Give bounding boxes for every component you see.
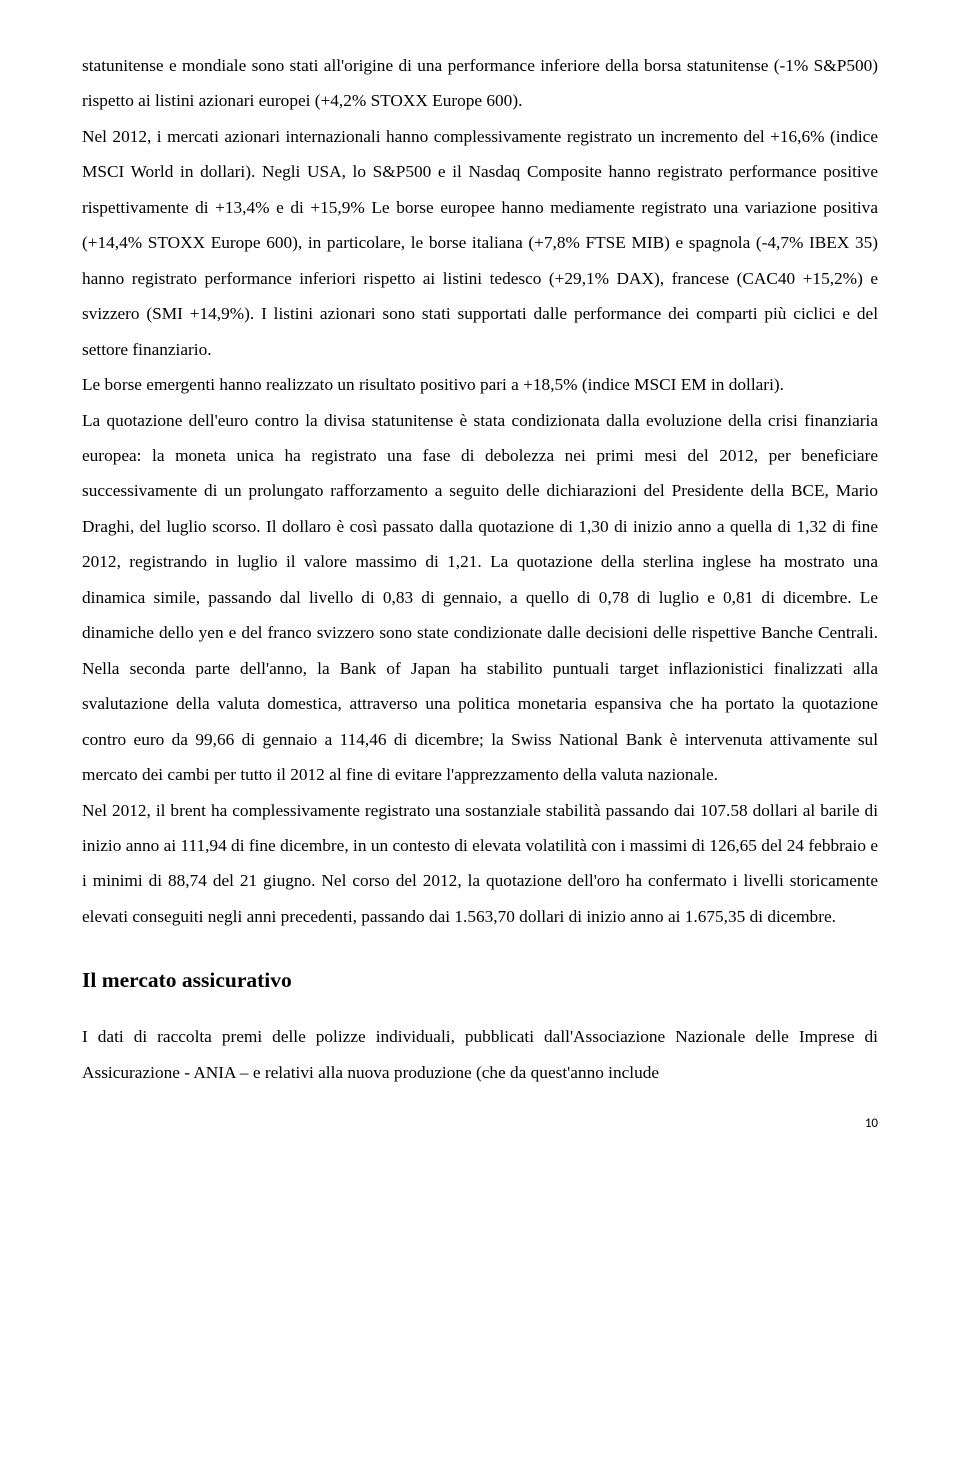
page-number: 10 (82, 1116, 878, 1131)
section-heading: Il mercato assicurativo (82, 968, 878, 993)
body-paragraph: statunitense e mondiale sono stati all'o… (82, 48, 878, 119)
body-paragraph: Nel 2012, i mercati azionari internazion… (82, 119, 878, 367)
body-paragraph: I dati di raccolta premi delle polizze i… (82, 1019, 878, 1090)
body-paragraph: Nel 2012, il brent ha complessivamente r… (82, 793, 878, 935)
body-paragraph: La quotazione dell'euro contro la divisa… (82, 403, 878, 793)
body-paragraph: Le borse emergenti hanno realizzato un r… (82, 367, 878, 402)
